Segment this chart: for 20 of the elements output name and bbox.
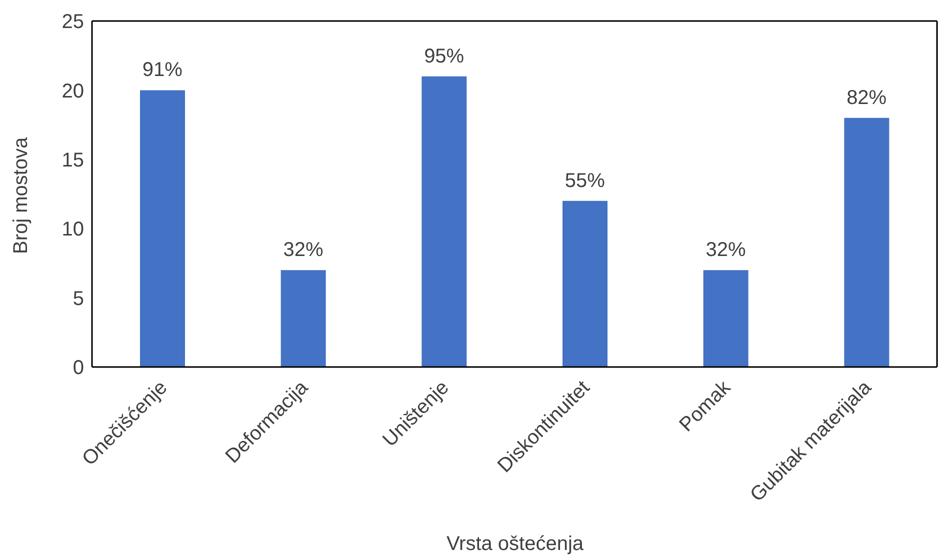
annotation: 82% (846, 86, 887, 109)
y-tick-label: 25 (62, 11, 84, 34)
bar (280, 270, 326, 367)
bar (562, 200, 608, 367)
bar (140, 90, 185, 367)
annotation: 32% (283, 239, 324, 262)
bar (422, 76, 467, 367)
annotation: 32% (706, 239, 746, 262)
annotation: 55% (564, 170, 606, 192)
y-tick-label: 10 (62, 218, 84, 241)
x-axis-title: Vrsta oštećenja (445, 533, 585, 556)
y-tick-label: 0 (72, 357, 84, 380)
annotation: 95% (424, 45, 464, 68)
y-tick-label: 15 (62, 150, 84, 172)
annotation: 91% (142, 59, 183, 82)
bar (703, 270, 748, 367)
y-tick-label: 20 (62, 80, 84, 102)
y-tick-label: 5 (72, 288, 84, 310)
bar (844, 118, 890, 367)
y-axis-title: Broj mostova (10, 136, 32, 254)
